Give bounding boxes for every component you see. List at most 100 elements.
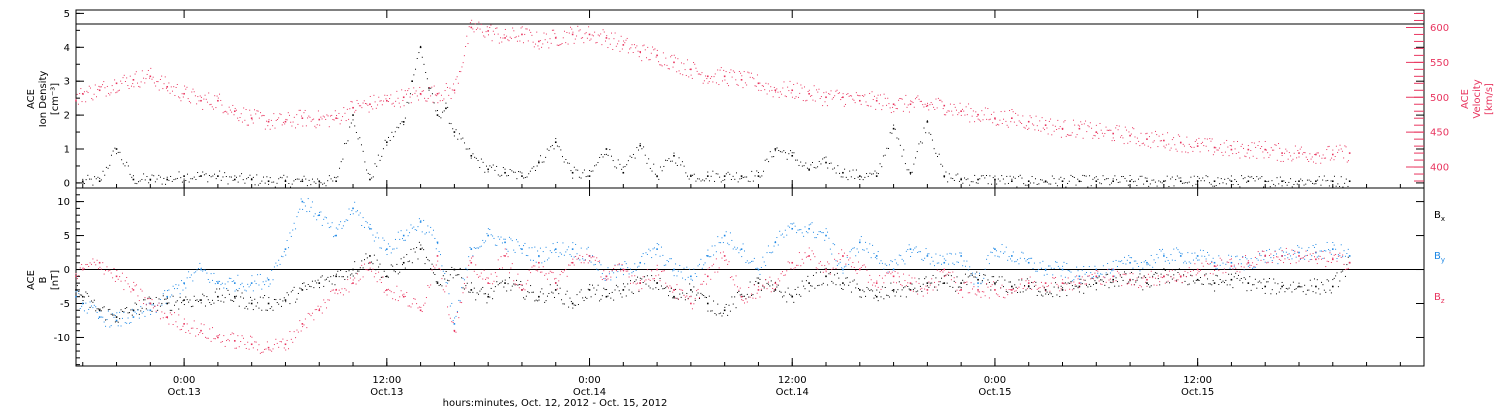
data-point [432,101,434,103]
data-point [138,300,140,302]
data-point [572,242,574,244]
data-point [1169,262,1171,264]
data-point [510,289,512,291]
data-point [1194,252,1196,254]
data-point [887,97,889,99]
data-point [431,93,433,95]
data-point [213,302,215,304]
data-point [455,331,457,333]
data-point [899,97,901,99]
data-point [234,297,236,299]
data-point [773,245,775,247]
data-point [314,309,316,311]
data-point [411,303,413,305]
data-point [1192,259,1194,261]
data-point [850,249,852,251]
data-point [432,265,434,267]
data-point [452,322,454,324]
data-point [100,268,102,270]
data-point [448,94,450,96]
data-point [957,286,959,288]
data-point [303,175,305,177]
data-point [252,347,254,349]
data-point [1114,285,1116,287]
data-point [1180,276,1182,278]
data-point [601,273,603,275]
data-point [959,102,961,104]
data-point [751,170,753,172]
data-point [291,183,293,185]
data-point [448,293,450,295]
data-point [198,175,200,177]
data-point [934,108,936,110]
data-point [850,176,852,178]
data-point [820,271,822,273]
data-point [558,293,560,295]
data-point [386,141,388,144]
data-point [1123,143,1125,145]
data-point [348,118,350,120]
data-point [1317,179,1319,181]
data-point [1094,177,1096,179]
data-point [808,224,810,226]
data-point [870,105,872,107]
data-point [114,147,116,149]
data-point [136,183,138,185]
data-point [593,264,595,266]
data-point [241,121,243,123]
data-point [316,309,318,311]
data-point [254,280,256,282]
data-point [997,178,999,180]
data-point [139,180,141,182]
data-point [1212,273,1214,275]
data-point [1302,153,1304,155]
data-point [978,119,980,121]
data-point [554,289,557,291]
data-point [828,237,830,239]
data-point [1154,181,1156,183]
data-point [1118,125,1120,127]
data-point [542,43,544,45]
data-point [943,104,946,107]
data-point [729,310,731,312]
data-point [536,31,538,33]
data-point [1052,124,1054,126]
data-point [848,95,850,97]
data-point [810,95,812,97]
data-point [517,284,519,286]
data-point [912,249,914,251]
data-point [1256,264,1258,266]
data-point [750,72,752,74]
data-point [950,253,952,255]
data-point [612,160,614,162]
data-point [307,117,309,119]
data-point [1263,250,1265,252]
data-point [1022,291,1024,293]
data-point [943,282,946,284]
data-point [960,114,962,116]
data-point [255,283,257,285]
data-point [926,255,929,257]
data-point [691,291,693,293]
data-point [521,33,523,36]
data-point [352,268,354,271]
data-point [99,310,101,312]
data-point [1160,250,1162,252]
data-point [99,86,101,88]
data-point [1315,183,1317,185]
data-point [1252,155,1254,157]
data-point [556,44,558,46]
data-point [554,296,556,298]
data-point [1164,269,1166,271]
data-point [366,103,368,105]
data-point [250,117,253,119]
data-point [1178,251,1180,253]
data-point [779,230,781,232]
data-point [492,298,494,300]
data-point [117,321,119,323]
data-point [504,238,506,240]
data-point [1108,279,1110,281]
data-point [980,283,982,285]
data-point [901,98,903,100]
data-point [960,252,962,254]
